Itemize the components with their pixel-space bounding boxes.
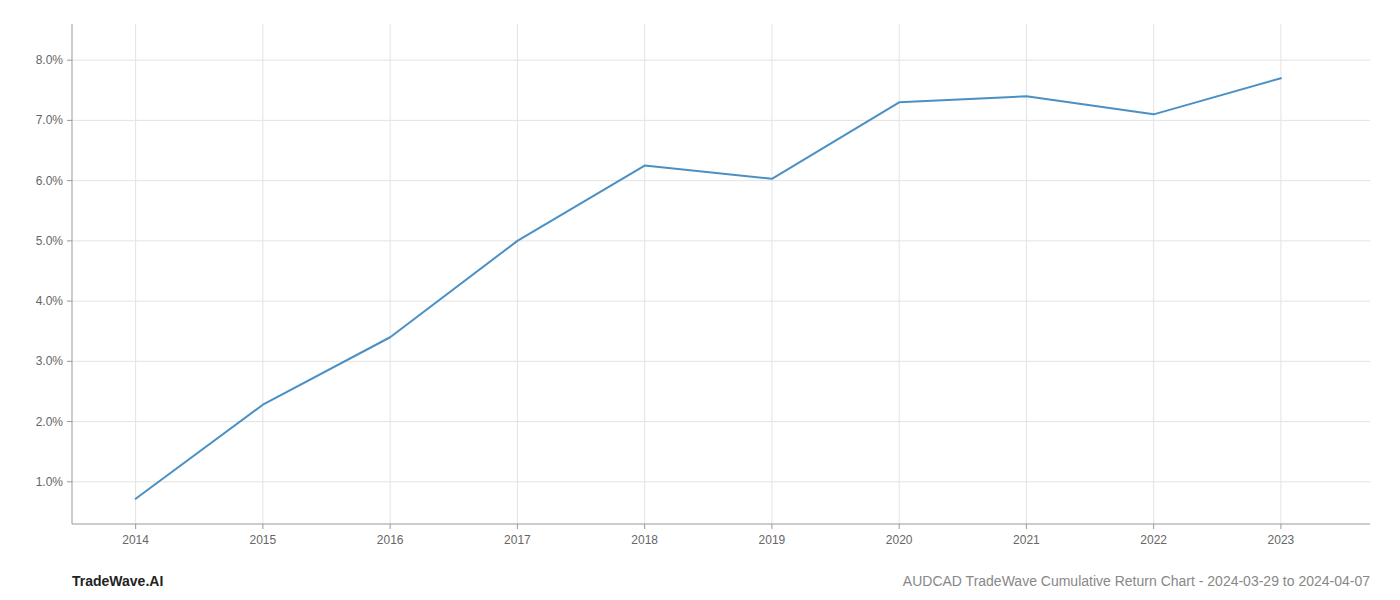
y-tick-label: 7.0% [36, 113, 64, 127]
x-tick-label: 2019 [759, 533, 786, 547]
plot-area [136, 78, 1281, 498]
x-tick-label: 2016 [377, 533, 404, 547]
y-grid-line [72, 421, 1370, 422]
x-grid-line [1153, 24, 1154, 524]
y-tick [67, 361, 72, 362]
x-axis-line [72, 524, 1370, 525]
y-tick-label: 3.0% [36, 354, 64, 368]
y-tick [67, 481, 72, 482]
x-tick [1153, 524, 1154, 529]
y-grid-line [72, 301, 1370, 302]
background [0, 0, 1400, 600]
x-tick [390, 524, 391, 529]
y-grid-line [72, 361, 1370, 362]
x-tick-label: 2018 [631, 533, 658, 547]
x-tick-label: 2015 [250, 533, 277, 547]
x-tick [771, 524, 772, 529]
y-tick [67, 240, 72, 241]
x-tick-label: 2014 [122, 533, 149, 547]
x-grid-line [644, 24, 645, 524]
x-grid-line [1026, 24, 1027, 524]
y-tick-label: 1.0% [36, 475, 64, 489]
x-tick [262, 524, 263, 529]
x-grid-line [899, 24, 900, 524]
x-grid-line [262, 24, 263, 524]
x-grid-line [135, 24, 136, 524]
y-tick [67, 180, 72, 181]
x-grid-line [517, 24, 518, 524]
x-grid-line [771, 24, 772, 524]
x-tick [135, 524, 136, 529]
y-axis-line [72, 24, 73, 524]
y-tick [67, 421, 72, 422]
x-grid-line [390, 24, 391, 524]
y-tick [67, 301, 72, 302]
y-tick [67, 60, 72, 61]
x-tick [1280, 524, 1281, 529]
y-tick-label: 2.0% [36, 415, 64, 429]
footer-right: AUDCAD TradeWave Cumulative Return Chart… [903, 573, 1370, 589]
x-tick [899, 524, 900, 529]
x-tick [1026, 524, 1027, 529]
y-grid-line [72, 120, 1370, 121]
y-grid-line [72, 180, 1370, 181]
x-tick [517, 524, 518, 529]
x-grid-line [1280, 24, 1281, 524]
x-tick-label: 2017 [504, 533, 531, 547]
y-grid-line [72, 481, 1370, 482]
x-tick-label: 2023 [1268, 533, 1295, 547]
y-tick-label: 4.0% [36, 294, 64, 308]
x-tick [644, 524, 645, 529]
x-tick-label: 2020 [886, 533, 913, 547]
y-tick [67, 120, 72, 121]
y-grid-line [72, 60, 1370, 61]
chart: 1.0% 2.0% 3.0% 4.0% 5.0% 6.0% 7.0% 8.0% 2014 2015… [0, 0, 1400, 600]
line [136, 78, 1281, 498]
y-tick-label: 5.0% [36, 234, 64, 248]
axes: 1.0% 2.0% 3.0% 4.0% 5.0% 6.0% 7.0% 8.0% 2014 2015… [36, 24, 1370, 547]
grid [72, 24, 1370, 524]
y-grid-line [72, 240, 1370, 241]
x-tick-label: 2021 [1013, 533, 1040, 547]
y-tick-label: 8.0% [36, 53, 64, 67]
footer-left: TradeWave.AI [72, 573, 163, 589]
x-tick-label: 2022 [1140, 533, 1167, 547]
y-tick-label: 6.0% [36, 174, 64, 188]
